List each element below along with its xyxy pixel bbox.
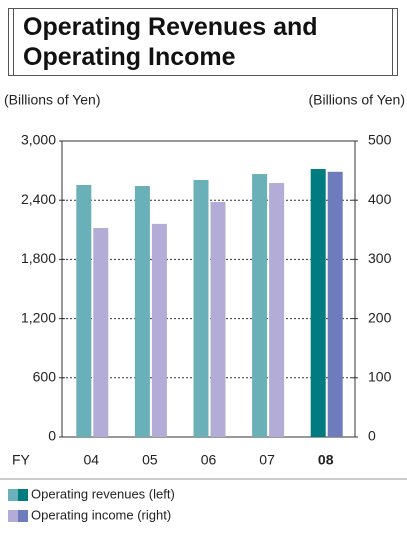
y2-tick-label: 0: [368, 428, 376, 444]
y2-axis-label: (Billions of Yen): [308, 92, 405, 108]
x-tick-label: 08: [318, 452, 334, 468]
bar: [76, 185, 92, 437]
y2-tick-label: 300: [368, 250, 392, 266]
y-tick-label: 0: [48, 428, 56, 444]
bar: [252, 174, 268, 437]
bar: [93, 228, 109, 437]
y-tick-label: 2,400: [21, 191, 56, 207]
bar: [193, 179, 209, 437]
legend-swatch: [18, 510, 28, 522]
chart-title: Operating Revenues and Operating Income: [23, 13, 318, 71]
y2-tick-label: 500: [368, 132, 392, 148]
y-tick-label: 600: [33, 369, 57, 385]
y-tick-label: 1,200: [21, 309, 56, 325]
bar: [134, 185, 150, 437]
legend-swatch: [8, 489, 18, 501]
legend-label: Operating income (right): [31, 507, 171, 522]
y2-tick-label: 200: [368, 309, 392, 325]
y2-tick-label: 100: [368, 369, 392, 385]
title-box: Operating Revenues and Operating Income: [8, 8, 398, 76]
legend-swatch: [8, 510, 18, 522]
bar: [151, 223, 167, 437]
legend-label: Operating revenues (left): [31, 486, 175, 501]
x-tick-label: 06: [201, 452, 217, 468]
x-tick-label: 07: [259, 452, 275, 468]
y-tick-label: 3,000: [21, 132, 56, 148]
x-tick-label: 05: [142, 452, 158, 468]
bar: [210, 201, 226, 437]
x-axis-label: FY: [12, 452, 31, 468]
x-tick-label: 04: [84, 452, 100, 468]
y-axis-label: (Billions of Yen): [4, 92, 101, 108]
legend-swatch: [18, 489, 28, 501]
y-tick-label: 1,800: [21, 250, 56, 266]
y2-tick-label: 400: [368, 191, 392, 207]
bar: [269, 183, 285, 437]
bar: [327, 171, 343, 437]
bar: [310, 169, 326, 437]
